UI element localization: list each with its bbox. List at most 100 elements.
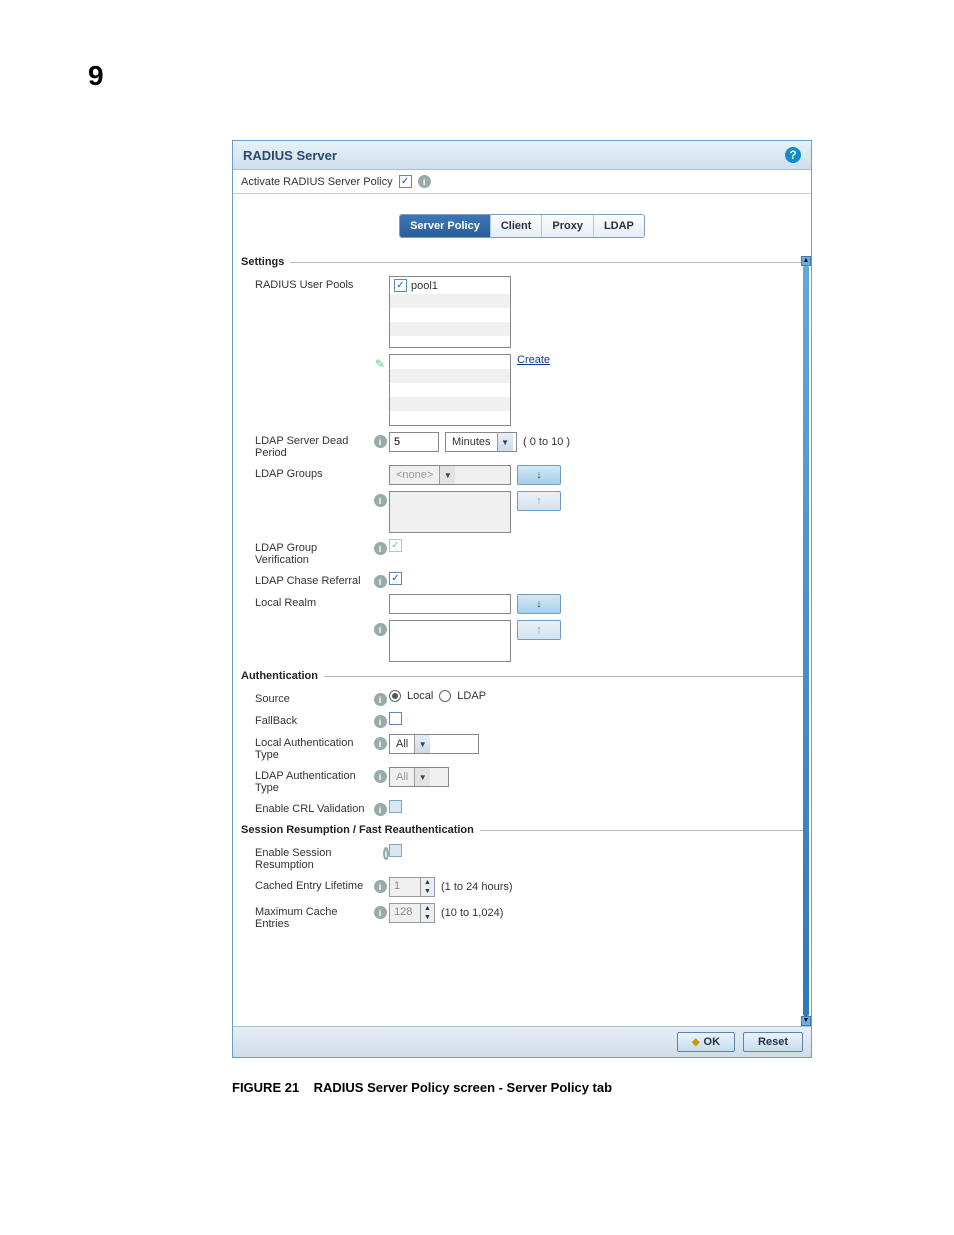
tabs: Server Policy Client Proxy LDAP	[399, 214, 645, 238]
activate-row: Activate RADIUS Server Policy i	[233, 170, 811, 194]
local-realm-box[interactable]	[389, 620, 511, 662]
row-fallback: FallBack i	[241, 712, 803, 728]
local-auth-label: Local Authentication Type	[241, 734, 371, 761]
spinner-arrows[interactable]: ▲▼	[420, 904, 434, 922]
fallback-checkbox[interactable]	[389, 712, 402, 725]
tab-proxy[interactable]: Proxy	[542, 215, 594, 237]
create-link[interactable]: Create	[517, 354, 550, 366]
tab-ldap[interactable]: LDAP	[594, 215, 644, 237]
figure-caption: FIGURE 21 RADIUS Server Policy screen - …	[232, 1080, 612, 1095]
rule	[324, 676, 803, 677]
row-max-cache: Maximum Cache Entries i 128 ▲▼ (10 to 1,…	[241, 903, 803, 930]
group-verify-checkbox[interactable]	[389, 539, 402, 552]
section-settings-label: Settings	[241, 256, 284, 268]
activate-label: Activate RADIUS Server Policy	[241, 176, 393, 188]
info-icon[interactable]: i	[374, 575, 387, 588]
enable-session-label: Enable Session Resumption	[241, 844, 383, 871]
info-icon[interactable]: i	[418, 175, 431, 188]
scrollbar[interactable]: ▲ ▼	[801, 256, 811, 1026]
info-icon[interactable]: i	[374, 770, 387, 783]
section-session-label: Session Resumption / Fast Reauthenticati…	[241, 824, 474, 836]
footer-bar: ◆ OK Reset	[233, 1026, 811, 1057]
cached-lifetime-spinner[interactable]: 1 ▲▼	[389, 877, 435, 897]
chevron-down-icon: ▼	[414, 735, 430, 753]
source-local-label: Local	[407, 690, 433, 702]
pool-item-checkbox[interactable]	[394, 279, 407, 292]
section-auth-label: Authentication	[241, 670, 318, 682]
local-realm-remove-button[interactable]: ↑	[517, 620, 561, 640]
row-user-pools: RADIUS User Pools pool1	[241, 276, 803, 348]
info-icon[interactable]: i	[374, 435, 387, 448]
row-chase-referral: LDAP Chase Referral i	[241, 572, 803, 588]
ldap-groups-label: LDAP Groups	[241, 465, 371, 480]
tab-server-policy[interactable]: Server Policy	[400, 215, 491, 237]
ok-label: OK	[704, 1036, 721, 1048]
user-pools-list[interactable]: pool1	[389, 276, 511, 348]
crl-checkbox[interactable]	[389, 800, 402, 813]
activate-checkbox[interactable]	[399, 175, 412, 188]
scroll-track[interactable]	[803, 266, 809, 1016]
row-dead-period: LDAP Server Dead Period i Minutes ▼ ( 0 …	[241, 432, 803, 459]
info-icon[interactable]: i	[374, 542, 387, 555]
local-realm-label: Local Realm	[241, 594, 371, 609]
info-icon[interactable]: i	[374, 737, 387, 750]
info-icon[interactable]: i	[374, 906, 387, 919]
user-pools-label: RADIUS User Pools	[241, 276, 371, 291]
pencil-icon[interactable]: ✎	[375, 357, 385, 371]
max-cache-value: 128	[390, 904, 420, 922]
fallback-label: FallBack	[241, 712, 371, 727]
local-auth-value: All	[390, 738, 414, 750]
scroll-down-icon[interactable]: ▼	[801, 1016, 811, 1026]
help-icon[interactable]: ?	[785, 147, 801, 163]
dead-period-hint: ( 0 to 10 )	[523, 436, 570, 448]
local-realm-add-button[interactable]: ↓	[517, 594, 561, 614]
max-cache-hint: (10 to 1,024)	[441, 907, 503, 919]
ldap-auth-value: All	[390, 771, 414, 783]
info-icon[interactable]: i	[374, 803, 387, 816]
ldap-groups-add-button[interactable]: ↓	[517, 465, 561, 485]
reset-button[interactable]: Reset	[743, 1032, 803, 1052]
info-icon[interactable]: i	[374, 494, 387, 507]
ldap-auth-label: LDAP Authentication Type	[241, 767, 371, 794]
ok-icon: ◆	[692, 1037, 700, 1048]
dead-period-units-select[interactable]: Minutes ▼	[445, 432, 517, 452]
row-user-pools-2: ✎ Create	[241, 354, 803, 426]
info-icon[interactable]: i	[374, 880, 387, 893]
chase-referral-label: LDAP Chase Referral	[241, 572, 371, 587]
chevron-down-icon: ▼	[414, 768, 430, 786]
rule	[290, 262, 803, 263]
section-settings: Settings	[241, 256, 803, 268]
scroll-up-icon[interactable]: ▲	[801, 256, 811, 266]
ldap-groups-select[interactable]: <none> ▼	[389, 465, 511, 485]
section-auth: Authentication	[241, 670, 803, 682]
info-icon[interactable]: i	[374, 693, 387, 706]
tab-client[interactable]: Client	[491, 215, 543, 237]
panel-header: RADIUS Server ?	[233, 141, 811, 170]
cached-lifetime-label: Cached Entry Lifetime	[241, 877, 371, 892]
ldap-groups-placeholder: <none>	[390, 469, 439, 481]
info-icon[interactable]: i	[374, 715, 387, 728]
radius-server-panel: RADIUS Server ? Activate RADIUS Server P…	[232, 140, 812, 1058]
chevron-down-icon: ▼	[439, 466, 455, 484]
ldap-groups-remove-button[interactable]: ↑	[517, 491, 561, 511]
source-ldap-radio[interactable]	[439, 690, 451, 702]
row-local-realm: Local Realm ↓	[241, 594, 803, 614]
source-local-radio[interactable]	[389, 690, 401, 702]
spinner-arrows[interactable]: ▲▼	[420, 878, 434, 896]
chase-referral-checkbox[interactable]	[389, 572, 402, 585]
info-icon[interactable]: i	[374, 623, 387, 636]
dead-period-units: Minutes	[446, 436, 497, 448]
ok-button[interactable]: ◆ OK	[677, 1032, 735, 1052]
local-auth-select[interactable]: All ▼	[389, 734, 479, 754]
figure-text: RADIUS Server Policy screen - Server Pol…	[314, 1080, 612, 1095]
page-number: 9	[88, 60, 104, 92]
user-pools-list-2[interactable]	[389, 354, 511, 426]
dead-period-input[interactable]	[389, 432, 439, 452]
max-cache-spinner[interactable]: 128 ▲▼	[389, 903, 435, 923]
local-realm-input[interactable]	[389, 594, 511, 614]
enable-session-checkbox[interactable]	[389, 844, 402, 857]
row-ldap-groups: LDAP Groups <none> ▼ ↓	[241, 465, 803, 485]
cached-lifetime-value: 1	[390, 878, 420, 896]
ldap-auth-select: All ▼	[389, 767, 449, 787]
ldap-groups-box[interactable]	[389, 491, 511, 533]
